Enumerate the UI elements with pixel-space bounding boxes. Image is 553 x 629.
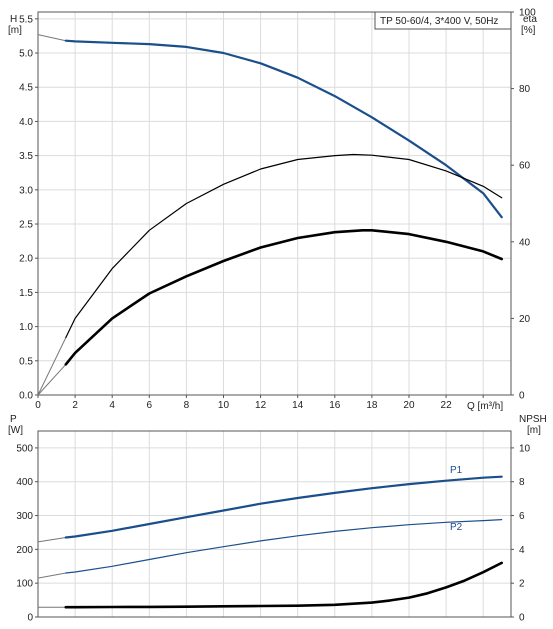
x-tick-label: 4 (109, 400, 115, 411)
top-curve-extension (37, 337, 67, 396)
bottom-chart-panel: 0 100 200 300 400 500 0 2 4 6 8 10 P [W] NPSH [m] P… (8, 414, 547, 624)
top-left-tick-label: 1.5 (19, 288, 33, 299)
bottom-left-tick-label: 0 (27, 613, 33, 624)
bottom-curve-extension (37, 537, 66, 543)
bottom-plot-frame (37, 430, 512, 618)
bottom-series-0-line (64, 475, 503, 539)
top-left-tick-label: 0.5 (19, 356, 33, 367)
top-right-tick-label: 20 (519, 314, 531, 325)
x-tick-label: 12 (255, 400, 267, 411)
top-plot-frame (37, 11, 512, 396)
top-left-tick-label: 0.0 (19, 391, 33, 402)
bottom-right-tick-label: 8 (519, 477, 525, 488)
bottom-right-tick-label: 2 (519, 579, 525, 590)
npsh-axis-unit: [m] (527, 425, 541, 436)
top-curve-extension (37, 34, 66, 42)
series-label-p2: P2 (450, 522, 463, 533)
left-axis-label: H (10, 14, 17, 25)
bottom-left-tick-label: 400 (16, 477, 33, 488)
x-tick-label: 0 (35, 400, 41, 411)
right-axis-unit: [%] (521, 25, 536, 36)
x-tick-label: 18 (366, 400, 378, 411)
power-axis-label: P (10, 414, 17, 425)
bottom-left-tick-label: 300 (16, 511, 33, 522)
x-tick-label: 6 (147, 400, 153, 411)
npsh-axis-label: NPSH (519, 414, 547, 425)
power-axis-unit: [W] (8, 425, 23, 436)
top-left-tick-label: 4.0 (19, 117, 33, 128)
bottom-right-tick-label: 6 (519, 511, 525, 522)
left-axis-unit: [m] (8, 25, 22, 36)
top-left-tick-label: 3.5 (19, 151, 33, 162)
top-right-tick-label: 0 (519, 391, 525, 402)
x-tick-label: 22 (441, 400, 453, 411)
top-right-tick-label: 40 (519, 237, 531, 248)
top-series-1-line (65, 153, 503, 339)
top-right-tick-label: 80 (519, 84, 531, 95)
top-series-0-line (64, 39, 503, 219)
x-axis-label: Q [m³/h] (467, 401, 503, 412)
top-curve-extension (37, 364, 67, 396)
top-left-tick-label: 5.5 (19, 14, 33, 25)
bottom-right-tick-label: 4 (519, 545, 525, 556)
x-axis-label-bg (470, 399, 510, 412)
right-axis-label: eta (523, 14, 537, 25)
bottom-series-2-line (64, 561, 503, 609)
x-tick-label: 8 (184, 400, 190, 411)
top-left-tick-label: 4.5 (19, 83, 33, 94)
x-tick-label: 20 (403, 400, 415, 411)
top-chart-panel: 0.00.51.01.52.02.53.03.54.04.55.05.50204… (8, 8, 537, 412)
top-left-tick-label: 2.0 (19, 254, 33, 265)
bottom-curve-extension (37, 572, 66, 579)
series-label-p1: P1 (450, 465, 463, 476)
bottom-right-tick-label: 10 (519, 443, 531, 454)
top-right-tick-label: 60 (519, 161, 531, 172)
top-series-2-line (64, 229, 503, 366)
bottom-right-tick-label: 0 (519, 613, 525, 624)
bottom-left-tick-label: 500 (16, 443, 33, 454)
x-tick-label: 16 (329, 400, 341, 411)
top-left-tick-label: 3.0 (19, 185, 33, 196)
top-left-tick-label: 5.0 (19, 49, 33, 60)
bottom-left-tick-label: 100 (16, 579, 33, 590)
x-tick-label: 2 (72, 400, 78, 411)
bottom-series-1-line (65, 519, 503, 574)
x-tick-label: 14 (292, 400, 304, 411)
chart-title: TP 50-60/4, 3*400 V, 50Hz (380, 16, 498, 27)
title-box (374, 11, 512, 30)
top-left-tick-label: 1.0 (19, 322, 33, 333)
top-right-tick-label: 100 (519, 8, 536, 19)
bottom-left-tick-label: 200 (16, 545, 33, 556)
top-left-tick-label: 2.5 (19, 220, 33, 231)
x-tick-label: 10 (218, 400, 230, 411)
